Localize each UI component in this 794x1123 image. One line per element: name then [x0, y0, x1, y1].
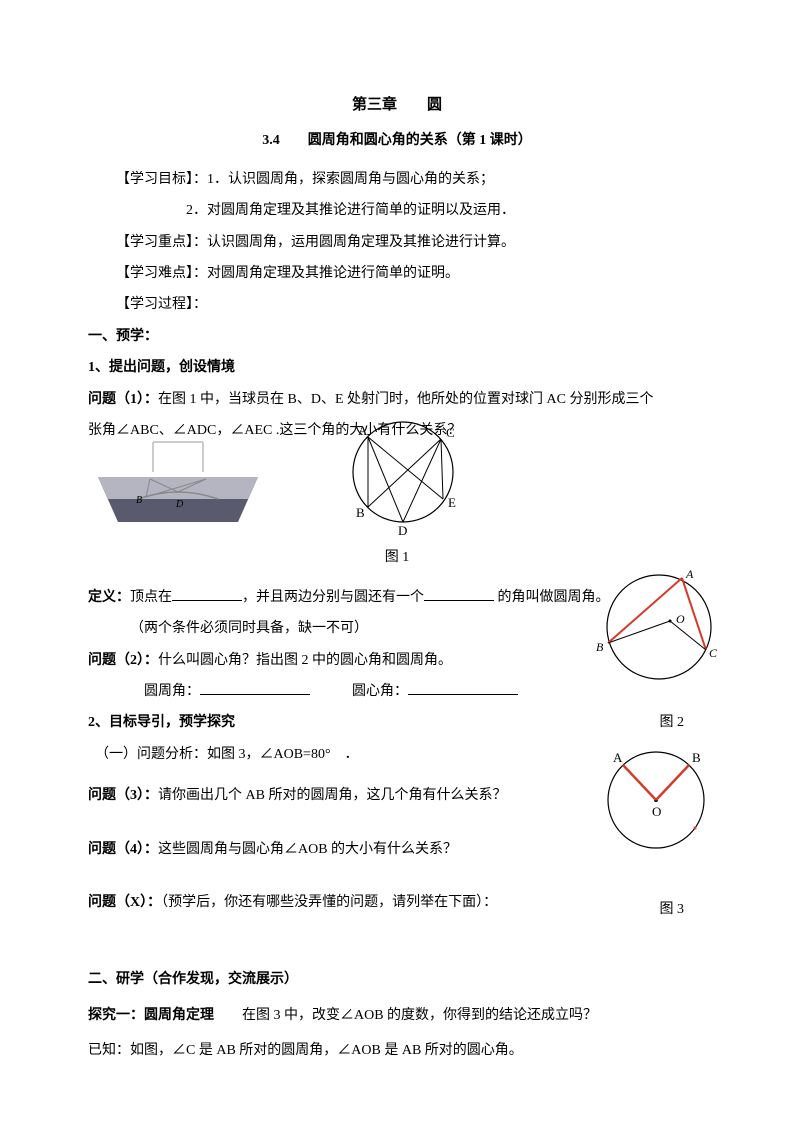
- given-text: 已知：如图，∠C 是 AB 所对的圆周角，∠AOB 是 AB 所对的圆心角。: [88, 1036, 706, 1065]
- section2-title: 二、研学（合作发现，交流展示）: [88, 965, 706, 994]
- svg-text:B: B: [692, 750, 701, 765]
- q3-label: 问题（3）：: [88, 788, 158, 803]
- focus-text: 认识圆周角，运用圆周角定理及其推论进行计算。: [207, 235, 515, 250]
- svg-text:C: C: [709, 646, 718, 660]
- svg-text:O: O: [652, 804, 661, 819]
- figure1-circle: A C B D E: [328, 407, 478, 537]
- figure2-label: 图 2: [660, 708, 685, 737]
- blank-1: [172, 587, 242, 601]
- definition-c: 的角叫做圆周角。: [498, 590, 610, 605]
- svg-text:O: O: [676, 612, 685, 626]
- difficulty-text: 对圆周角定理及其推论进行简单的证明。: [207, 266, 459, 281]
- section-title: 3.4 圆周角和圆心角的关系（第 1 课时）: [88, 126, 706, 155]
- subsection1-title: 1、提出问题，创设情境: [88, 353, 706, 382]
- qx-label: 问题（X）：: [88, 895, 161, 910]
- svg-text:A: A: [613, 750, 623, 765]
- process-label: 【学习过程】：: [88, 290, 706, 319]
- figure3-container: A B O: [596, 740, 716, 866]
- svg-text:B: B: [356, 505, 365, 520]
- svg-text:A: A: [358, 423, 368, 438]
- svg-text:A: A: [685, 567, 694, 581]
- qx-text: （预学后，你还有哪些没弄懂的问题，请列举在下面）：: [161, 895, 497, 910]
- blank-3: [200, 681, 310, 695]
- q2-text: 什么叫圆心角？指出图 2 中的圆心角和圆周角。: [158, 653, 452, 668]
- q4-text: 这些圆周角与圆心角∠AOB 的大小有什么关系？: [158, 842, 457, 857]
- objective2: 2．对圆周角定理及其推论进行简单的证明以及运用．: [88, 196, 706, 225]
- q2-label: 问题（2）：: [88, 653, 158, 668]
- definition-label: 定义：: [88, 590, 130, 605]
- q1-text-a: 在图 1 中，当球员在 B、D、E 处射门时，他所处的位置对球门 AC 分别形成…: [158, 392, 653, 407]
- central-label: 圆心角：: [352, 684, 408, 699]
- section1-title: 一、预学：: [88, 322, 706, 351]
- figure3-circle: A B O: [596, 740, 716, 855]
- qx-line: 问题（X）：（预学后，你还有哪些没弄懂的问题，请列举在下面）：: [88, 888, 706, 917]
- figure3-label: 图 3: [660, 895, 685, 924]
- explore1-line: 探究一：圆周角定理 在图 3 中，改变∠AOB 的度数，你得到的结论还成立吗？: [88, 1001, 706, 1030]
- definition-a: 顶点在: [130, 590, 172, 605]
- blank-2: [424, 587, 494, 601]
- focus-label: 【学习重点】：: [116, 235, 207, 250]
- q4-label: 问题（4）：: [88, 842, 158, 857]
- q1-label: 问题（1）：: [88, 392, 158, 407]
- svg-text:B: B: [596, 640, 604, 654]
- definition-b: ，并且两边分别与圆还有一个: [242, 590, 424, 605]
- svg-text:D: D: [175, 499, 184, 510]
- figure2-container: A O B C: [594, 565, 724, 696]
- svg-text:C: C: [446, 425, 455, 440]
- focus-line: 【学习重点】：认识圆周角，运用圆周角定理及其推论进行计算。: [88, 228, 706, 257]
- inscribed-label: 圆周角：: [144, 684, 200, 699]
- chapter-title: 第三章 圆: [88, 90, 706, 122]
- difficulty-line: 【学习难点】：对圆周角定理及其推论进行简单的证明。: [88, 259, 706, 288]
- difficulty-label: 【学习难点】：: [116, 266, 207, 281]
- svg-text:B: B: [136, 495, 142, 506]
- goalpost-diagram: B D: [88, 407, 268, 527]
- objectives-label: 【学习目标】：: [116, 172, 207, 187]
- figure1-container: B D A C B D E: [88, 407, 706, 537]
- figure2-circle: A O B C: [594, 565, 724, 685]
- objectives-line1: 【学习目标】：1．认识圆周角，探索圆周角与圆心角的关系；: [88, 165, 706, 194]
- svg-text:E: E: [448, 495, 456, 510]
- svg-text:D: D: [398, 523, 407, 537]
- explore1-label: 探究一：圆周角定理: [88, 1008, 214, 1023]
- objective1: 1．认识圆周角，探索圆周角与圆心角的关系；: [207, 172, 494, 187]
- q3-text: 请你画出几个 AB 所对的圆周角，这几个角有什么关系？: [158, 788, 506, 803]
- explore1-text: 在图 3 中，改变∠AOB 的度数，你得到的结论还成立吗？: [242, 1008, 597, 1023]
- blank-4: [408, 681, 518, 695]
- subsection2-title: 2、目标导引，预学探究: [88, 708, 706, 737]
